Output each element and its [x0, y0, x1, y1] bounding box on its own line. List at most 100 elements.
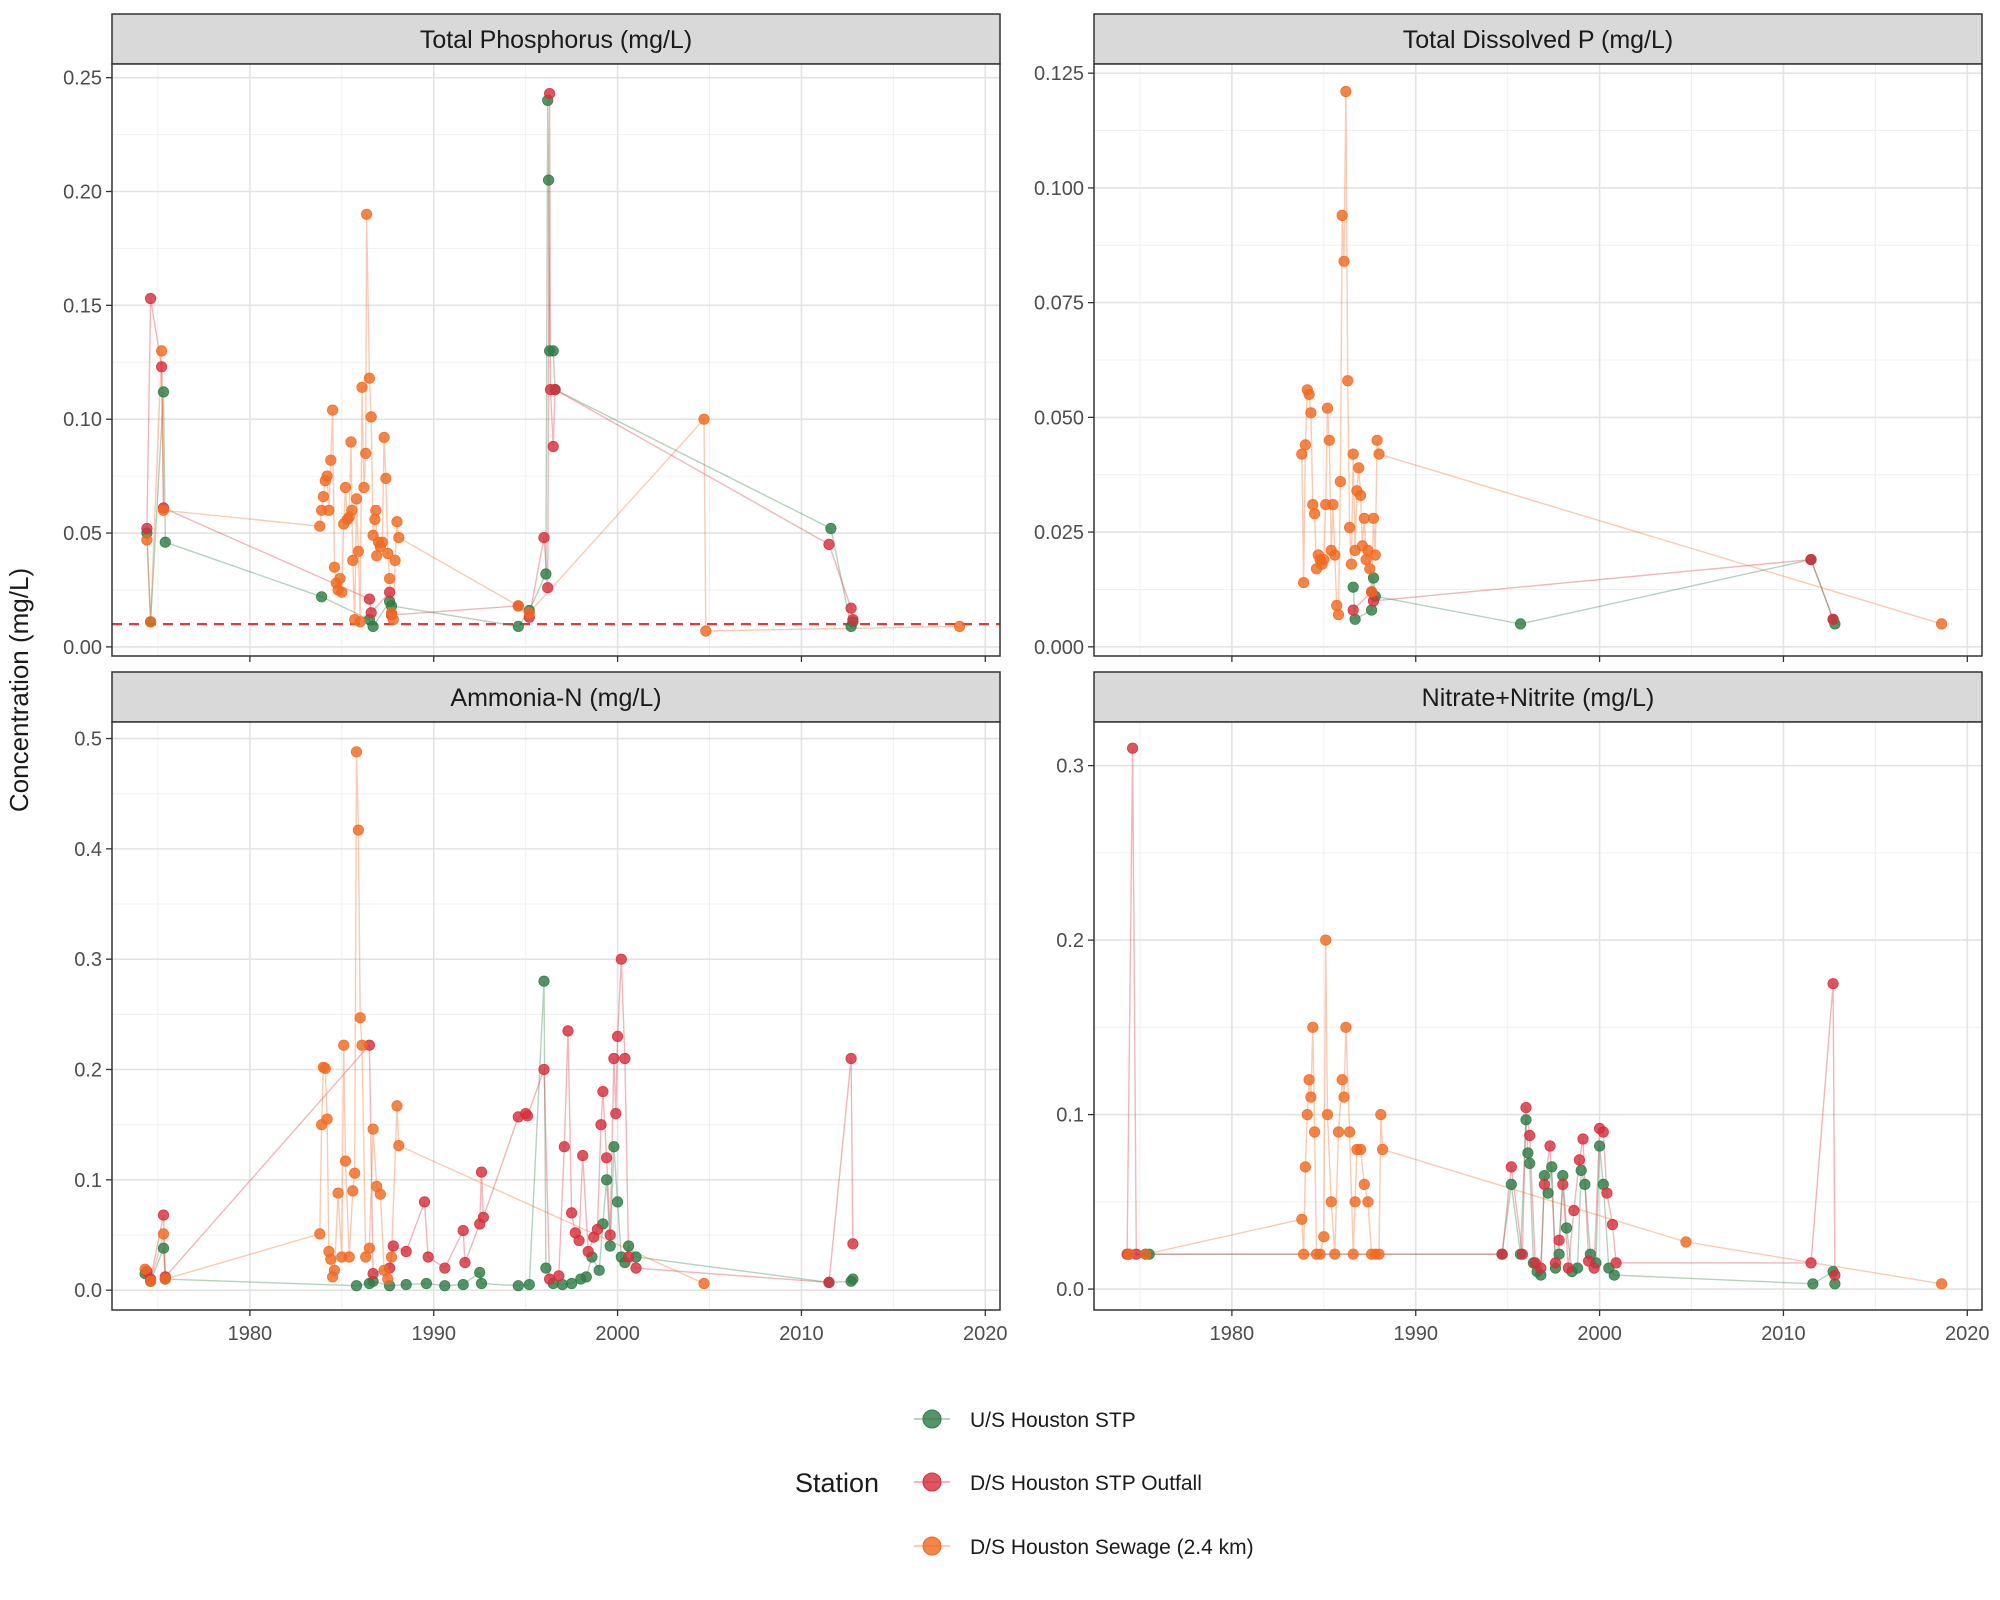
data-point [323, 504, 335, 516]
data-point [474, 1266, 486, 1279]
data-point [538, 1063, 550, 1076]
data-point [622, 1251, 635, 1263]
data-point [1505, 1178, 1517, 1191]
data-point [1553, 1234, 1565, 1246]
series-line [146, 100, 854, 629]
data-point [553, 1270, 565, 1282]
data-point [1608, 1269, 1620, 1281]
data-point [325, 1253, 337, 1265]
data-point [1369, 549, 1381, 561]
x-tick-label: 2010 [1761, 1323, 1806, 1345]
data-point [314, 1228, 326, 1240]
data-point [1332, 609, 1345, 621]
data-point [1342, 375, 1354, 387]
data-point [328, 561, 341, 573]
data-point [157, 504, 170, 516]
data-point [383, 572, 396, 585]
data-point [1329, 549, 1341, 561]
data-point [512, 600, 524, 612]
data-point [1327, 498, 1339, 511]
data-point [475, 1277, 488, 1290]
data-point [339, 1155, 352, 1167]
data-point [1367, 595, 1380, 607]
data-point [336, 586, 348, 598]
data-point [1538, 1178, 1551, 1191]
data-point [542, 582, 554, 594]
data-point [391, 516, 403, 528]
x-tick-label: 1990 [1393, 1323, 1438, 1345]
data-point [1579, 1178, 1591, 1191]
data-point [1321, 402, 1334, 414]
data-point [577, 1150, 589, 1162]
data-point [1336, 209, 1348, 221]
data-point [1303, 1074, 1315, 1086]
data-point [1597, 1126, 1609, 1138]
data-point [334, 572, 346, 585]
data-point [1353, 462, 1365, 474]
data-point [1358, 1178, 1370, 1191]
data-point [422, 1251, 434, 1263]
data-point [573, 1234, 585, 1247]
data-point [1522, 1147, 1534, 1159]
data-point [1573, 1154, 1586, 1166]
data-point [1307, 1021, 1319, 1033]
data-point [823, 1276, 835, 1289]
data-point [1296, 1213, 1308, 1225]
data-point [1340, 85, 1352, 98]
data-point [953, 620, 966, 633]
data-point [1323, 434, 1335, 446]
data-point [1546, 1161, 1558, 1173]
data-point [542, 174, 555, 186]
legend-label: D/S Houston Sewage (2.4 km) [970, 1536, 1254, 1559]
data-point [604, 1229, 616, 1241]
data-point [1568, 1204, 1580, 1217]
data-point [619, 1052, 631, 1065]
y-tick-label: 0.15 [63, 295, 102, 317]
data-point [354, 616, 366, 628]
data-point [610, 1108, 622, 1120]
data-point [1610, 1257, 1622, 1269]
data-point [350, 1280, 363, 1292]
data-point [540, 568, 552, 580]
legend-item: U/S Houston STP [914, 1409, 1136, 1432]
data-point [315, 591, 328, 603]
y-tick-label: 0.2 [1056, 930, 1084, 952]
panel-border [1093, 63, 1983, 657]
data-point [1355, 1143, 1367, 1156]
data-point [845, 1052, 857, 1065]
panel-border [111, 721, 1001, 1311]
x-tick-label: 1980 [1210, 1323, 1255, 1345]
data-point [1575, 1164, 1587, 1177]
data-point [393, 1140, 405, 1152]
y-tick-label: 0.25 [63, 68, 102, 90]
data-point [1524, 1129, 1536, 1142]
data-point [1344, 521, 1356, 534]
y-tick-label: 0.05 [63, 523, 102, 545]
x-tick-label: 2000 [595, 1323, 640, 1345]
legend: Station U/S Houston STP D/S Houston STP O… [795, 1409, 1254, 1559]
data-point [1349, 1196, 1361, 1208]
legend-title: Station [795, 1468, 879, 1498]
plot-area [112, 64, 1000, 656]
data-point [1577, 1133, 1589, 1145]
data-point [549, 383, 561, 396]
facet-title: Total Dissolved P (mg/L) [1403, 26, 1673, 54]
data-point [825, 522, 837, 535]
x-tick-label: 1980 [228, 1323, 273, 1345]
data-point [360, 447, 372, 459]
y-tick-label: 0.0 [1056, 1279, 1084, 1301]
y-tick-label: 0.5 [74, 729, 102, 751]
data-point [317, 490, 329, 503]
data-point [332, 1187, 344, 1199]
data-point [1549, 1257, 1562, 1269]
data-point [1829, 1269, 1841, 1281]
data-point [352, 824, 364, 836]
data-point [523, 1279, 535, 1291]
plot-area [1094, 722, 1982, 1310]
data-point [356, 381, 368, 393]
data-point [512, 1280, 524, 1292]
data-point [350, 746, 363, 758]
data-point [1318, 1231, 1330, 1243]
data-point [347, 1185, 359, 1197]
y-tick-label: 0.10 [63, 409, 102, 431]
